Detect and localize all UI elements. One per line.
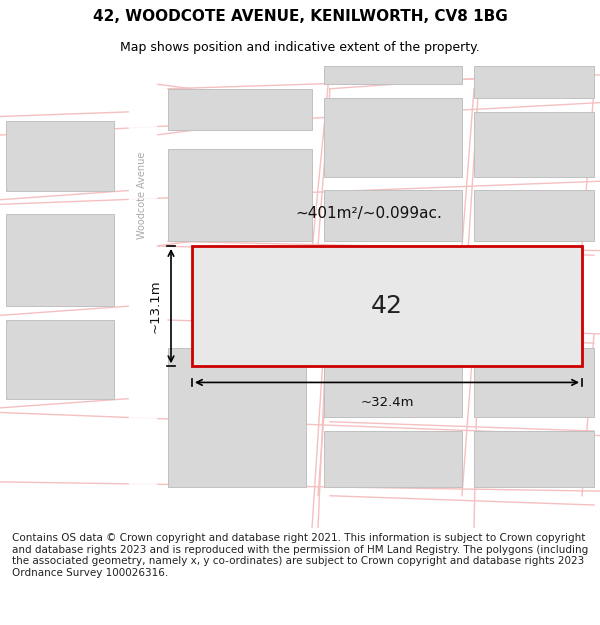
Text: Woodcote Avenue: Woodcote Avenue — [137, 151, 147, 239]
Text: Contains OS data © Crown copyright and database right 2021. This information is : Contains OS data © Crown copyright and d… — [12, 533, 588, 578]
Text: 42, WOODCOTE AVENUE, KENILWORTH, CV8 1BG: 42, WOODCOTE AVENUE, KENILWORTH, CV8 1BG — [92, 9, 508, 24]
Text: 42: 42 — [371, 294, 403, 318]
FancyBboxPatch shape — [6, 214, 114, 306]
FancyBboxPatch shape — [474, 431, 594, 486]
Bar — [192, 246, 582, 366]
FancyBboxPatch shape — [6, 121, 114, 191]
FancyBboxPatch shape — [324, 98, 462, 177]
FancyBboxPatch shape — [168, 89, 312, 131]
FancyBboxPatch shape — [474, 66, 594, 98]
FancyBboxPatch shape — [324, 191, 462, 241]
FancyBboxPatch shape — [6, 320, 114, 399]
FancyBboxPatch shape — [474, 348, 594, 417]
FancyBboxPatch shape — [168, 348, 306, 486]
Text: ~32.4m: ~32.4m — [360, 396, 414, 409]
Text: ~13.1m: ~13.1m — [149, 279, 162, 333]
FancyBboxPatch shape — [324, 348, 462, 417]
FancyBboxPatch shape — [474, 112, 594, 177]
FancyBboxPatch shape — [324, 66, 462, 84]
FancyBboxPatch shape — [168, 149, 312, 241]
FancyBboxPatch shape — [474, 191, 594, 241]
Text: Map shows position and indicative extent of the property.: Map shows position and indicative extent… — [120, 41, 480, 54]
Text: ~401m²/~0.099ac.: ~401m²/~0.099ac. — [296, 206, 442, 221]
FancyBboxPatch shape — [324, 431, 462, 486]
